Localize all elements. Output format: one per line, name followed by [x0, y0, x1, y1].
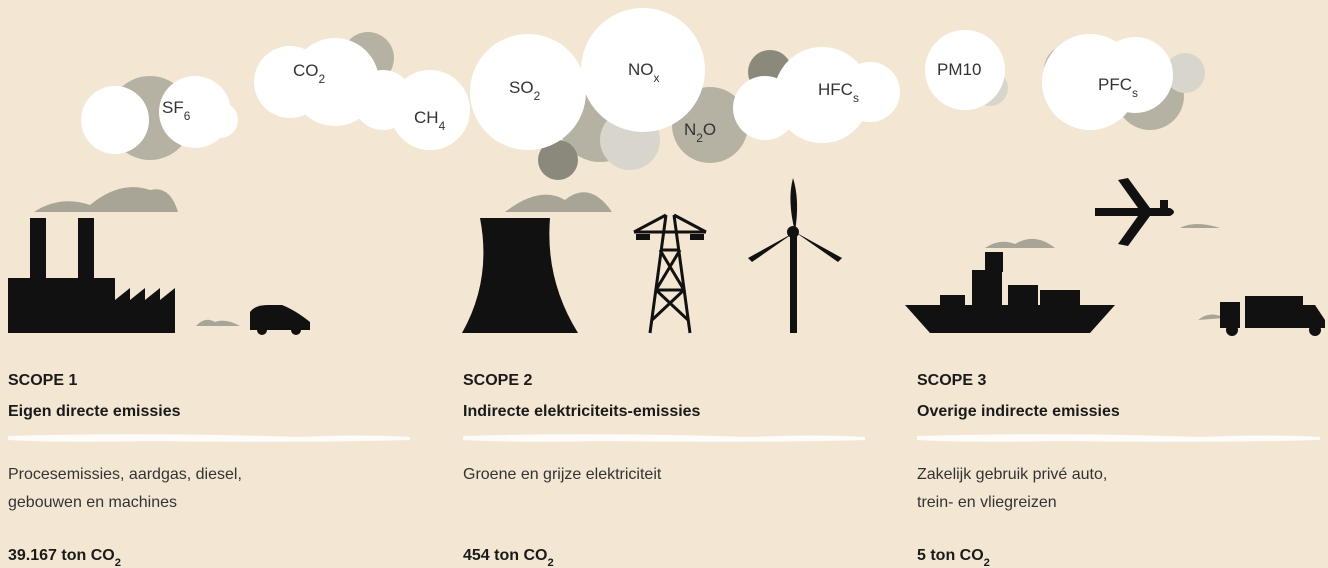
scope-heading: SCOPE 2 — [463, 372, 532, 389]
scope-description: Zakelijk gebruik privé auto, — [917, 466, 1107, 483]
text-part: 39.167 ton CO — [8, 547, 115, 564]
scope-title: Eigen directe emissies — [8, 403, 181, 420]
subscript: 2 — [534, 89, 541, 103]
scope-description: Procesemissies, aardgas, diesel, — [8, 466, 242, 483]
text-part: SO — [509, 78, 534, 97]
subscript: s — [1132, 86, 1138, 100]
text-part: PFC — [1098, 75, 1132, 94]
scope-description: trein- en vliegreizen — [917, 494, 1057, 511]
text-part: 454 ton CO — [463, 547, 547, 564]
subscript: 2 — [984, 557, 990, 568]
text-part: HFC — [818, 80, 853, 99]
subscript: x — [654, 71, 660, 85]
subscript: 2 — [115, 557, 121, 568]
subscript: 4 — [439, 119, 446, 133]
scope-description: gebouwen en machines — [8, 494, 177, 511]
scope-title: Indirecte elektriciteits-emissies — [463, 403, 701, 420]
subscript: 6 — [184, 109, 191, 123]
infographic: SF6CO2CH4SO2NOxN2OHFCsPM10PFCsSCOPE 1Eig… — [0, 0, 1328, 568]
scope-description: Groene en grijze elektriciteit — [463, 466, 662, 483]
subscript: 2 — [319, 72, 326, 86]
text-part: N — [684, 120, 696, 139]
text-part: SF — [162, 98, 184, 117]
text-part: PM10 — [937, 60, 981, 79]
text-part: O — [703, 120, 716, 139]
scope-heading: SCOPE 3 — [917, 372, 986, 389]
gas-label: PM10 — [937, 60, 981, 79]
text-part: NO — [628, 60, 654, 79]
dividers — [8, 434, 1320, 442]
text-part: CO — [293, 61, 319, 80]
subscript: 2 — [547, 557, 553, 568]
scope-title: Overige indirecte emissies — [917, 403, 1120, 420]
text-part: CH — [414, 108, 439, 127]
text-part: 5 ton CO — [917, 547, 984, 564]
subscript: s — [853, 91, 859, 105]
scope-heading: SCOPE 1 — [8, 372, 77, 389]
